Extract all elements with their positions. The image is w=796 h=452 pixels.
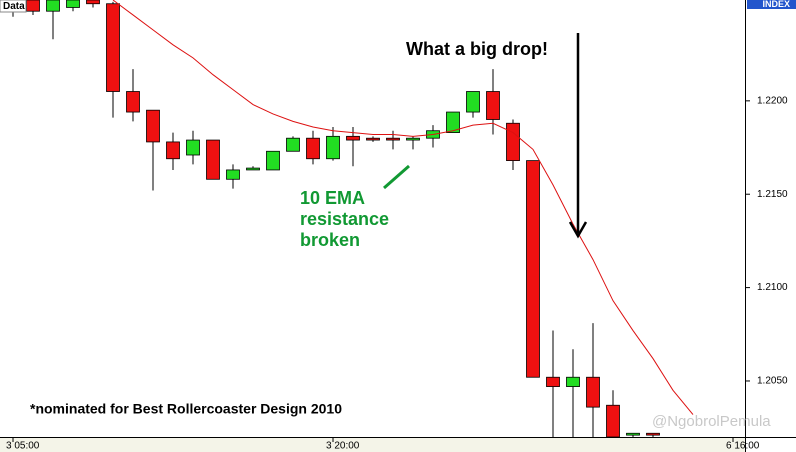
x-axis-strip bbox=[0, 438, 745, 452]
y-tick-label: 1.2200 bbox=[757, 95, 788, 106]
corner-box bbox=[0, 0, 27, 13]
candle-body bbox=[486, 91, 500, 120]
x-tick-label: 3 20:00 bbox=[326, 441, 360, 452]
x-tick-label: 3 05:00 bbox=[6, 441, 40, 452]
candle-body bbox=[86, 0, 100, 5]
ema-note: broken bbox=[300, 230, 360, 250]
candle-body bbox=[326, 135, 340, 160]
x-tick-label: 6 16:00 bbox=[726, 441, 760, 452]
candle-body bbox=[626, 432, 640, 436]
candle-body bbox=[246, 167, 260, 171]
candle-body bbox=[46, 0, 60, 12]
candle-body bbox=[146, 109, 160, 143]
corner-label: Data bbox=[3, 1, 25, 12]
y-tick-label: 1.2150 bbox=[757, 189, 788, 200]
candle-body bbox=[406, 137, 420, 141]
drop-arrow-head bbox=[568, 221, 588, 239]
candle-body bbox=[466, 91, 480, 113]
axis-label: INDEX bbox=[762, 0, 790, 9]
candle-body bbox=[186, 139, 200, 156]
candle-body bbox=[366, 137, 380, 141]
candle-body bbox=[546, 376, 560, 387]
candle-body bbox=[126, 91, 140, 113]
candle-body bbox=[446, 111, 460, 133]
ema-note: resistance bbox=[300, 209, 389, 229]
candle-body bbox=[66, 0, 80, 8]
ema-line bbox=[112, 0, 694, 415]
candle-body bbox=[166, 141, 180, 160]
plot-area bbox=[6, 0, 694, 437]
y-tick-label: 1.2100 bbox=[757, 282, 788, 293]
candle-body bbox=[386, 137, 400, 141]
candle-body bbox=[586, 376, 600, 408]
candle-body bbox=[566, 376, 580, 387]
candle-body bbox=[646, 432, 660, 436]
ema-note: 10 EMA bbox=[300, 188, 365, 208]
ema-pointer bbox=[383, 164, 410, 190]
candle-body bbox=[26, 0, 40, 12]
candle-body bbox=[346, 135, 360, 141]
candle-body bbox=[206, 139, 220, 180]
footnote: *nominated for Best Rollercoaster Design… bbox=[30, 401, 342, 417]
candle-body bbox=[306, 137, 320, 160]
y-tick-label: 1.2050 bbox=[757, 376, 788, 387]
candle-body bbox=[226, 169, 240, 180]
candle-body bbox=[106, 3, 120, 92]
candle-body bbox=[506, 122, 520, 162]
candle-body bbox=[526, 160, 540, 378]
candle-body bbox=[286, 137, 300, 152]
axis-label-box bbox=[747, 0, 796, 9]
candle-body bbox=[606, 404, 620, 437]
watermark: @NgobrolPemula bbox=[652, 413, 771, 430]
headline: What a big drop! bbox=[406, 39, 548, 59]
candle-body bbox=[266, 150, 280, 171]
